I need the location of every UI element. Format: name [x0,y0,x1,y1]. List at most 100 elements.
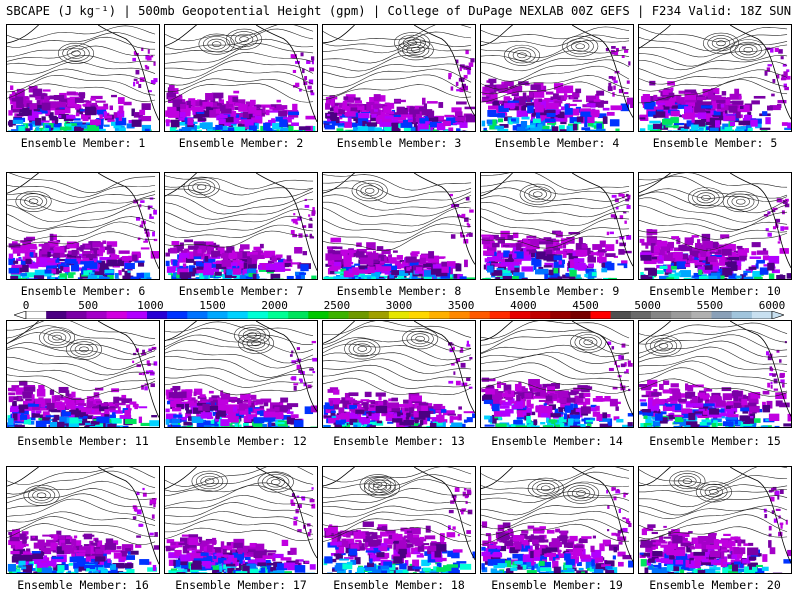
cape-height-map [323,173,475,279]
ensemble-map [480,24,634,132]
cape-height-map [7,25,159,131]
ensemble-map [322,466,476,574]
cape-height-map [481,321,633,427]
panel-label: Ensemble Member: 16 [17,578,149,592]
colorbar-swatch [691,311,712,319]
colorbar-swatch [46,311,67,319]
colorbar-swatch [489,311,511,319]
panel-label: Ensemble Member: 8 [336,284,462,298]
ensemble-map [322,24,476,132]
colorbar-swatch [368,311,390,319]
page-title: SBCAPE (J kg⁻¹) | 500mb Geopotential Hei… [6,4,796,18]
panel-label: Ensemble Member: 7 [178,284,304,298]
colorbar-swatch [429,311,450,319]
cape-height-map [639,467,791,573]
panel-label: Ensemble Member: 20 [649,578,781,592]
colorbar-tick-label: 6000 [758,299,786,312]
cape-height-map [323,321,475,427]
ensemble-map [638,320,792,428]
colorbar-tick-label: 5000 [634,299,661,312]
ensemble-map [164,172,318,280]
ensemble-map [480,320,634,428]
cape-height-map [639,25,791,131]
cape-height-map [481,25,633,131]
cape-height-map [639,321,791,427]
ensemble-map [480,172,634,280]
colorbar-swatch [267,311,289,319]
panel-label: Ensemble Member: 18 [333,578,465,592]
colorbar-swatch [146,311,168,319]
ensemble-map [322,172,476,280]
ensemble-map [6,24,160,132]
colorbar-swatch [328,311,349,319]
ensemble-map [638,172,792,280]
colorbar-swatch [590,311,611,319]
colorbar-tick-label: 2500 [323,299,351,312]
ensemble-map [638,24,792,132]
cape-height-map [165,173,317,279]
colorbar: 0 500 1000 1500 2000 2500 3000 3500 4000 4500 5000… [14,299,786,322]
cape-height-map [7,467,159,573]
colorbar-swatch [550,311,571,319]
panel-label: Ensemble Member: 12 [175,434,307,448]
colorbar-swatch [651,311,672,319]
ensemble-map [638,466,792,574]
colorbar-swatch [530,311,551,319]
colorbar-swatch [106,311,128,319]
colorbar-swatch [731,311,753,319]
cape-height-map [165,321,317,427]
colorbar-swatch [570,311,591,319]
panel-label: Ensemble Member: 1 [20,136,146,150]
panel-label: Ensemble Member: 5 [652,136,778,150]
colorbar-swatch [167,311,188,319]
colorbar-swatch [711,311,732,319]
colorbar-tick-label: 4500 [572,299,599,312]
cape-height-map [481,173,633,279]
colorbar-swatch [227,311,249,319]
cape-height-map [7,321,159,427]
panel-label: Ensemble Member: 15 [649,434,781,448]
colorbar-swatch [610,311,632,319]
colorbar-swatch [187,311,208,319]
ensemble-map [6,320,160,428]
panel-label: Ensemble Member: 10 [649,284,781,298]
colorbar-tick-label: 0 [22,299,30,312]
cape-height-map [165,25,317,131]
colorbar-tick-label: 3500 [447,299,475,312]
colorbar-tick-label: 5500 [696,299,724,312]
panel-label: Ensemble Member: 19 [491,578,623,592]
cape-height-map [481,467,633,573]
panel-label: Ensemble Member: 3 [336,136,462,150]
colorbar-swatch [308,311,329,319]
panel-label: Ensemble Member: 17 [175,578,307,592]
colorbar-swatch [388,311,410,319]
panel-label: Ensemble Member: 11 [17,434,149,448]
panel-label: Ensemble Member: 6 [20,284,146,298]
colorbar-swatch [469,311,491,319]
colorbar-tick-label: 2000 [261,299,288,312]
cape-height-map [323,467,475,573]
colorbar-swatch [671,311,692,319]
colorbar-tick-label: 3000 [385,299,413,312]
colorbar-tick-label: 500 [78,299,99,312]
cape-height-map [323,25,475,131]
panel-label: Ensemble Member: 9 [494,284,620,298]
colorbar-swatch [247,311,269,319]
cape-height-map [7,173,159,279]
panel-label: Ensemble Member: 14 [491,434,623,448]
colorbar-swatch [26,311,47,319]
colorbar-swatch [630,311,652,319]
ensemble-map [164,24,318,132]
ensemble-map [6,466,160,574]
colorbar-tick-label: 1500 [199,299,226,312]
colorbar-swatch [509,311,531,319]
colorbar-swatch [409,311,430,319]
colorbar-swatch [348,311,370,319]
ensemble-map [164,320,318,428]
colorbar-swatch [449,311,470,319]
colorbar-swatch [66,311,87,319]
colorbar-swatch [751,311,773,319]
colorbar-tick-label: 4000 [510,299,537,312]
colorbar-swatch [86,311,107,319]
